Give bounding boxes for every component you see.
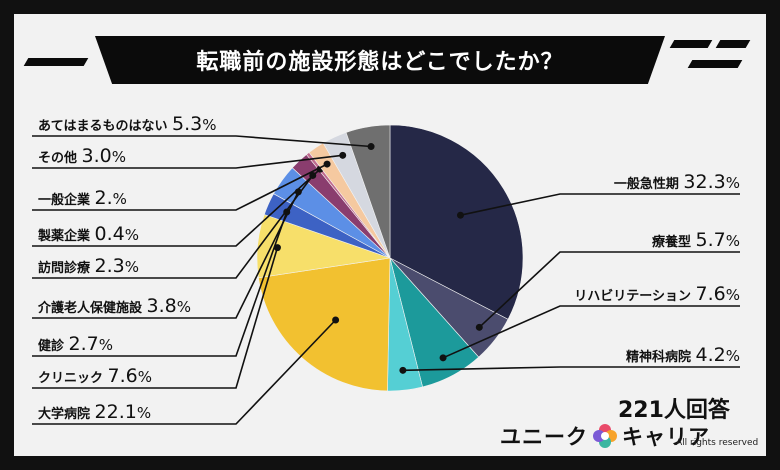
slice-label: あてはまるものはない 5.3% bbox=[38, 113, 217, 135]
slice-label: 製薬企業 0.4% bbox=[37, 223, 139, 245]
leader-line bbox=[442, 305, 740, 359]
leader-dot bbox=[339, 151, 347, 159]
pie-slice bbox=[345, 124, 391, 259]
leader-dot bbox=[399, 366, 407, 374]
title-banner: 転職前の施設形態はどこでしたか？ bbox=[95, 36, 665, 84]
pie-slice bbox=[258, 257, 391, 392]
leader-line bbox=[32, 247, 279, 389]
pie-slice bbox=[389, 124, 524, 320]
brand-logo: ユニーク キャリア bbox=[500, 422, 710, 450]
leader-line bbox=[32, 191, 300, 319]
leader-line bbox=[32, 135, 372, 148]
leader-dot bbox=[367, 143, 375, 151]
slice-label: 一般企業 2.% bbox=[38, 187, 127, 209]
leader-dot bbox=[273, 244, 281, 252]
leader-dot bbox=[456, 211, 464, 219]
leader-line bbox=[32, 211, 288, 357]
leader-line bbox=[32, 174, 314, 279]
chart-title: 転職前の施設形態はどこでしたか？ bbox=[196, 50, 564, 75]
slice-label: 訪問診療 2.3% bbox=[38, 255, 139, 277]
flower-logo-icon bbox=[593, 424, 617, 448]
slice-label: 介護老人保健施設 3.8% bbox=[37, 295, 191, 317]
leader-line bbox=[32, 163, 328, 211]
leader-line bbox=[32, 168, 321, 247]
leader-dot bbox=[332, 316, 340, 324]
slice-label: 精神科病院 4.2% bbox=[626, 344, 740, 366]
leader-line bbox=[32, 154, 343, 169]
brand-name-left: ユニーク bbox=[500, 425, 588, 449]
leader-dot bbox=[323, 160, 331, 168]
leader-line bbox=[478, 251, 740, 328]
slice-label: 大学病院 22.1% bbox=[38, 401, 151, 423]
leader-line bbox=[460, 193, 740, 216]
rights-notice: All rights reserved bbox=[676, 438, 759, 448]
leader-line bbox=[402, 366, 740, 372]
slice-label: 健診 2.7% bbox=[38, 333, 113, 355]
slice-label: クリニック 7.6% bbox=[38, 365, 152, 387]
respondent-count: 221人回答 bbox=[618, 398, 730, 423]
slice-label: リハビリテーション 7.6% bbox=[574, 283, 740, 305]
leader-line bbox=[32, 319, 337, 425]
slice-label: 療養型 5.7% bbox=[652, 229, 740, 251]
slice-label: 一般急性期 32.3% bbox=[614, 171, 740, 193]
brand-name-right: キャリア bbox=[622, 425, 710, 449]
slice-label: その他 3.0% bbox=[38, 145, 126, 167]
leader-dot bbox=[439, 354, 447, 362]
leader-dot bbox=[475, 323, 483, 331]
